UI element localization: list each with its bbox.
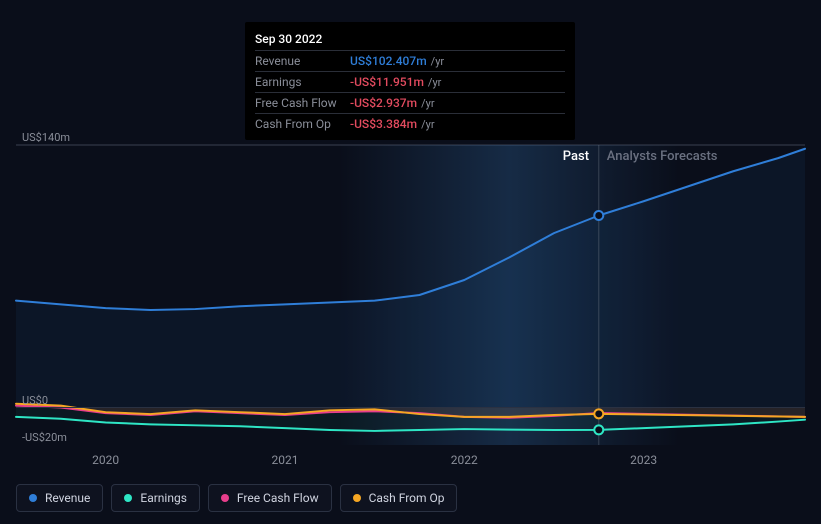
tooltip-row-unit: /yr bbox=[428, 76, 441, 89]
tooltip-row-value: US$102.407m bbox=[350, 54, 427, 68]
legend-dot-icon bbox=[29, 494, 37, 502]
hover-tooltip: Sep 30 2022 RevenueUS$102.407m/yrEarning… bbox=[245, 22, 575, 140]
tooltip-date: Sep 30 2022 bbox=[255, 28, 565, 50]
tooltip-row-unit: /yr bbox=[431, 55, 444, 68]
tooltip-row-value: -US$2.937m bbox=[350, 96, 417, 110]
hover-marker-revenue bbox=[594, 211, 603, 220]
x-axis-label: 2022 bbox=[451, 453, 478, 467]
legend-item-revenue[interactable]: Revenue bbox=[16, 484, 103, 512]
y-axis-label: US$0 bbox=[22, 394, 48, 407]
x-axis-label: 2020 bbox=[92, 453, 119, 467]
section-forecast-label: Analysts Forecasts bbox=[607, 149, 718, 164]
tooltip-row: Earnings-US$11.951m/yr bbox=[255, 71, 565, 92]
tooltip-row-unit: /yr bbox=[421, 97, 434, 110]
legend-dot-icon bbox=[353, 494, 361, 502]
financials-chart: US$140m US$0 -US$20m 2020 2021 2022 2023 Past… bbox=[0, 0, 821, 524]
tooltip-row-label: Free Cash Flow bbox=[255, 96, 350, 110]
y-axis-label: US$140m bbox=[22, 131, 70, 144]
legend-item-label: Earnings bbox=[140, 491, 187, 505]
legend-item-free-cash-flow[interactable]: Free Cash Flow bbox=[208, 484, 332, 512]
legend-item-cash-from-op[interactable]: Cash From Op bbox=[340, 484, 458, 512]
tooltip-row-label: Earnings bbox=[255, 75, 350, 89]
tooltip-row-value: -US$3.384m bbox=[350, 117, 417, 131]
tooltip-row: RevenueUS$102.407m/yr bbox=[255, 50, 565, 71]
tooltip-row-value: -US$11.951m bbox=[350, 75, 424, 89]
hover-marker-cfo bbox=[594, 409, 603, 418]
hover-marker-earnings bbox=[594, 425, 603, 434]
tooltip-row-label: Cash From Op bbox=[255, 117, 350, 131]
legend-dot-icon bbox=[221, 494, 229, 502]
legend-item-label: Free Cash Flow bbox=[237, 491, 319, 505]
chart-legend: Revenue Earnings Free Cash Flow Cash From O… bbox=[16, 484, 457, 512]
tooltip-row: Free Cash Flow-US$2.937m/yr bbox=[255, 92, 565, 113]
legend-item-earnings[interactable]: Earnings bbox=[111, 484, 200, 512]
x-axis-label: 2021 bbox=[271, 453, 298, 467]
x-axis-label: 2023 bbox=[630, 453, 657, 467]
legend-item-label: Cash From Op bbox=[369, 491, 445, 505]
tooltip-row-unit: /yr bbox=[421, 118, 434, 131]
legend-item-label: Revenue bbox=[45, 491, 90, 505]
tooltip-row-label: Revenue bbox=[255, 54, 350, 68]
y-axis-label: -US$20m bbox=[22, 431, 67, 444]
legend-dot-icon bbox=[124, 494, 132, 502]
tooltip-row: Cash From Op-US$3.384m/yr bbox=[255, 113, 565, 134]
section-past-label: Past bbox=[563, 149, 589, 164]
